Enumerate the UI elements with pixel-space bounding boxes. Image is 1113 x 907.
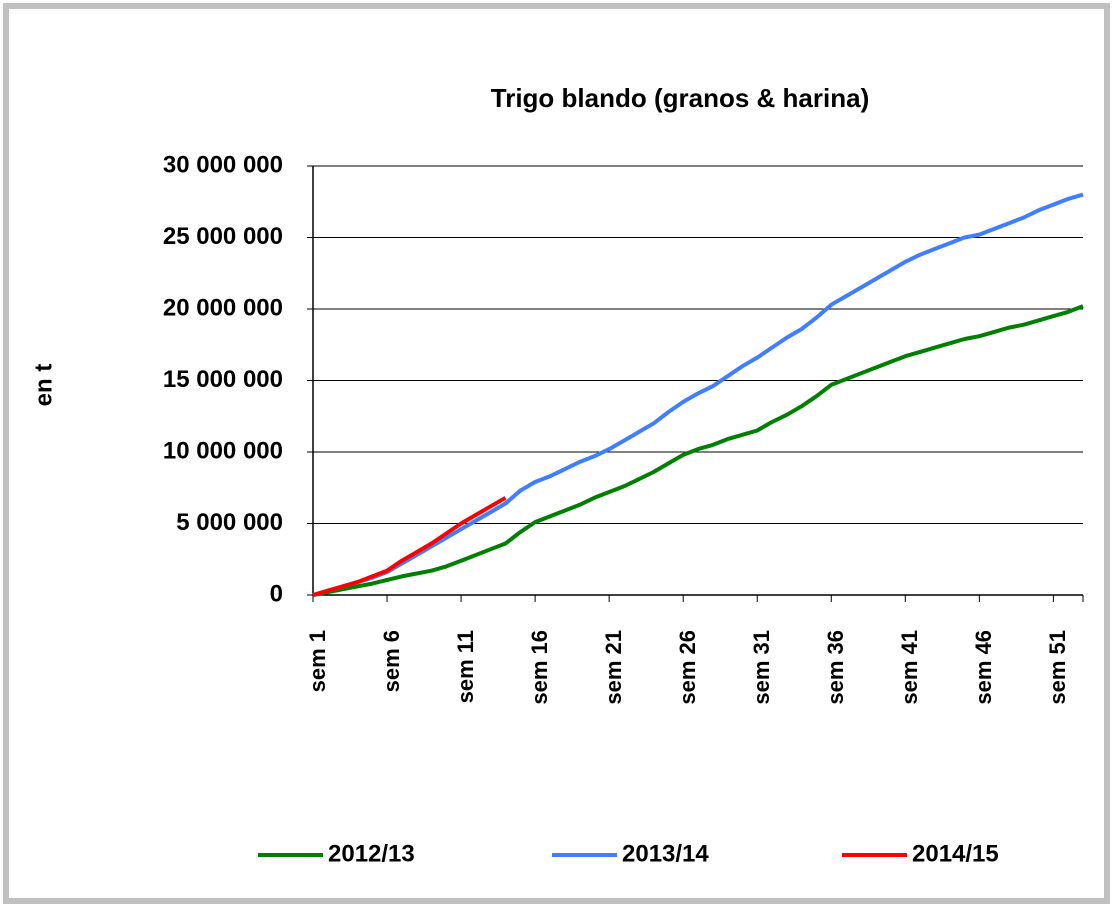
series-line — [312, 496, 507, 597]
y-tick-label: 25 000 000 — [163, 223, 283, 250]
x-tick-label: sem 26 — [675, 630, 700, 705]
x-tick-label: sem 36 — [823, 630, 848, 705]
frame — [3, 3, 1110, 904]
y-axis-label: en t — [30, 364, 57, 407]
x-tick-label: sem 1 — [305, 630, 330, 692]
chart-title: Trigo blando (granos & harina) — [491, 83, 869, 113]
y-tick-label: 15 000 000 — [163, 366, 283, 393]
legend-label: 2014/15 — [912, 840, 999, 867]
x-tick-label: sem 6 — [379, 630, 404, 692]
y-tick-label: 0 — [270, 580, 283, 607]
x-tick-label: sem 16 — [527, 630, 552, 705]
y-tick-label: 20 000 000 — [163, 294, 283, 321]
y-tick-label: 10 000 000 — [163, 437, 283, 464]
legend-label: 2013/14 — [622, 840, 709, 867]
x-tick-label: sem 31 — [749, 630, 774, 705]
y-tick-label: 5 000 000 — [176, 509, 283, 536]
x-tick-label: sem 11 — [453, 630, 478, 703]
x-tick-label: sem 51 — [1045, 630, 1070, 705]
legend-label: 2012/13 — [328, 840, 415, 867]
series-line — [312, 192, 1084, 597]
y-tick-label: 30 000 000 — [163, 151, 283, 178]
x-tick-label: sem 46 — [971, 630, 996, 705]
series-line — [312, 304, 1084, 597]
x-tick-label: sem 41 — [897, 630, 922, 705]
x-tick-label: sem 21 — [601, 630, 626, 705]
